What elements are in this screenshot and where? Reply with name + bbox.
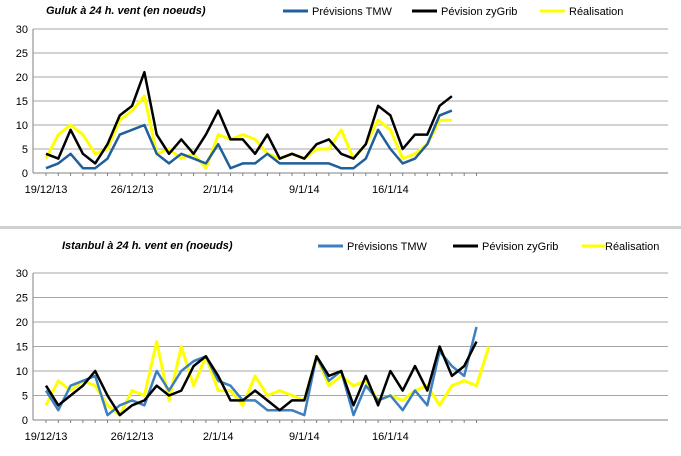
y-tick-label: 5 — [22, 391, 28, 403]
legend-label: Prévisions TMW — [312, 6, 392, 18]
legend-label: Réalisation — [569, 6, 623, 18]
legend-label: Prévisions TMW — [347, 241, 427, 253]
x-tick-label: 19/12/13 — [25, 184, 68, 196]
x-tick-label: 9/1/14 — [289, 184, 320, 196]
y-tick-label: 20 — [16, 72, 28, 84]
y-tick-label: 25 — [16, 48, 28, 60]
y-tick-label: 30 — [16, 24, 28, 36]
x-tick-label: 26/12/13 — [111, 431, 154, 443]
y-tick-label: 30 — [16, 268, 28, 280]
legend-label: Pévision zyGrib — [482, 241, 558, 253]
chart-guluk: Guluk à 24 h. vent (en noeuds) 0 5 10 15 20 25… — [16, 5, 668, 196]
panel-separator — [0, 226, 681, 229]
x-tick-label: 2/1/14 — [203, 431, 234, 443]
y-tick-label: 10 — [16, 366, 28, 378]
y-tick-label: 25 — [16, 293, 28, 305]
y-tick-label: 0 — [22, 168, 28, 180]
y-tick-label: 10 — [16, 120, 28, 132]
x-tick-label: 19/12/13 — [25, 431, 68, 443]
series-line-zygrib — [45, 70, 453, 165]
chart-title: Guluk à 24 h. vent (en noeuds) — [46, 5, 206, 17]
x-tick-label: 26/12/13 — [111, 184, 154, 196]
series-line-tmw — [44, 326, 478, 417]
x-tick-label: 16/1/14 — [372, 431, 409, 443]
chart-panel-istanbul: Istanbul à 24 h. vent en (noeuds) 0 5 10 15 2… — [0, 229, 681, 456]
y-tick-label: 15 — [16, 342, 28, 354]
chart-title: Istanbul à 24 h. vent en (noeuds) — [62, 240, 233, 252]
series-line-realisation — [44, 94, 452, 170]
y-tick-label: 15 — [16, 96, 28, 108]
y-tick-label: 20 — [16, 317, 28, 329]
x-tick-label: 9/1/14 — [289, 431, 320, 443]
legend-label: Réalisation — [605, 241, 659, 253]
y-tick-label: 5 — [22, 144, 28, 156]
legend-label: Pévision zyGrib — [441, 6, 517, 18]
x-tick-label: 16/1/14 — [372, 184, 409, 196]
series-line-tmw — [45, 109, 453, 170]
series-line-zygrib — [44, 341, 478, 417]
chart-panel-guluk: Guluk à 24 h. vent (en noeuds) 0 5 10 15 20 25… — [0, 0, 681, 226]
y-tick-label: 0 — [22, 415, 28, 427]
chart-istanbul: Istanbul à 24 h. vent en (noeuds) 0 5 10 15 2… — [16, 240, 668, 443]
x-tick-label: 2/1/14 — [203, 184, 234, 196]
